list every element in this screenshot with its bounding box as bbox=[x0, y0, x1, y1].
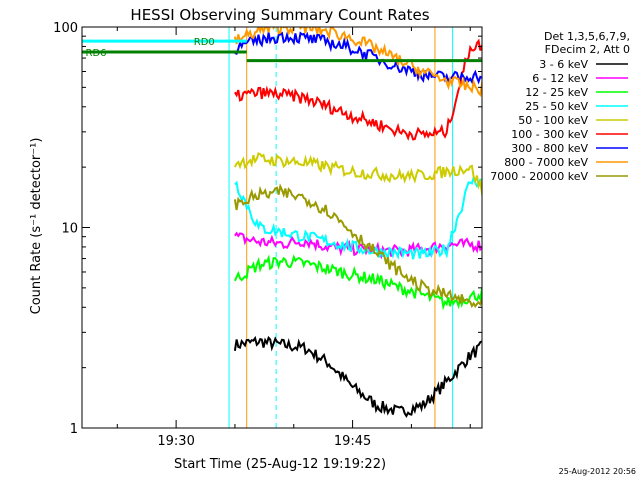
y-tick-label-0: 1 bbox=[70, 422, 78, 437]
legend-label-5: 100 - 300 keV bbox=[511, 128, 588, 141]
y-tick-label-2: 100 bbox=[53, 21, 78, 36]
legend-label-2: 12 - 25 keV bbox=[525, 86, 588, 99]
x-tick-label-0: 19:30 bbox=[157, 434, 194, 449]
rd0-label: RD0 bbox=[194, 37, 215, 48]
chart-title: HESSI Observing Summary Count Rates bbox=[130, 6, 429, 24]
axes-frame bbox=[81, 26, 483, 429]
series-line-2 bbox=[233, 254, 482, 311]
legend-label-6: 300 - 800 keV bbox=[511, 142, 588, 155]
legend-header-line-2: FDecim 2, Att 0 bbox=[545, 43, 630, 56]
series-line-6 bbox=[234, 31, 482, 85]
y-tick-label-1: 10 bbox=[61, 222, 78, 237]
series-line-1 bbox=[234, 231, 482, 260]
series-line-8 bbox=[233, 183, 482, 309]
series-line-0 bbox=[233, 335, 482, 419]
rd6-label: RD6 bbox=[86, 48, 107, 59]
series-line-3 bbox=[234, 173, 482, 261]
y-axis-label: Count Rate (s⁻¹ detector⁻¹) bbox=[29, 138, 44, 315]
axes: 19:30 19:45 1 10 100 bbox=[53, 21, 483, 449]
plot-area: RD6 RD0 bbox=[82, 27, 482, 428]
legend-label-8: 7000 - 20000 keV bbox=[490, 170, 588, 183]
legend-label-7: 800 - 7000 keV bbox=[504, 156, 588, 169]
legend-label-4: 50 - 100 keV bbox=[518, 114, 588, 127]
series-line-5 bbox=[234, 38, 482, 142]
series-line-4 bbox=[234, 152, 482, 197]
legend-header-line-1: Det 1,3,5,6,7,9, bbox=[544, 30, 630, 43]
x-axis-label: Start Time (25-Aug-12 19:19:22) bbox=[174, 457, 386, 472]
timestamp: 25-Aug-2012 20:56 bbox=[559, 467, 636, 476]
legend-label-1: 6 - 12 keV bbox=[532, 72, 588, 85]
legend-label-3: 25 - 50 keV bbox=[525, 100, 588, 113]
legend-label-0: 3 - 6 keV bbox=[539, 58, 588, 71]
x-tick-label-1: 19:45 bbox=[334, 434, 371, 449]
series-line-7 bbox=[233, 27, 482, 98]
